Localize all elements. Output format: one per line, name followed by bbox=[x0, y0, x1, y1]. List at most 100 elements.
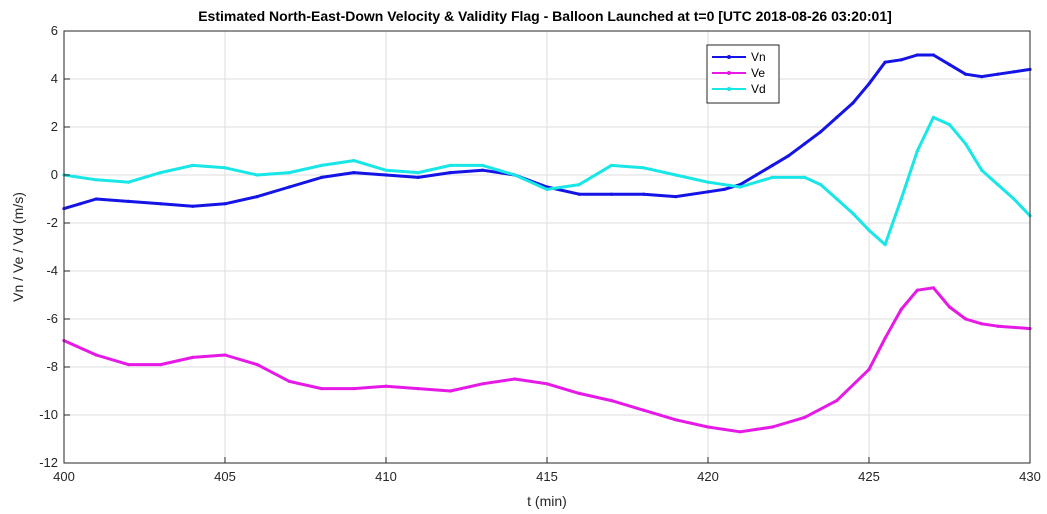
data-point-ve bbox=[867, 367, 871, 371]
data-point-vd bbox=[609, 163, 614, 167]
data-point-vd bbox=[915, 149, 919, 153]
data-point-vn bbox=[481, 168, 485, 172]
data-point-ve bbox=[94, 353, 98, 357]
data-point-vn bbox=[255, 195, 259, 199]
data-point-ve bbox=[980, 322, 984, 326]
y-axis-label: Vn / Ve / Vd (m/s) bbox=[10, 192, 26, 302]
data-point-vn bbox=[980, 75, 984, 79]
data-point-ve bbox=[642, 408, 646, 412]
data-point-ve bbox=[883, 336, 887, 340]
data-point-vn bbox=[287, 185, 291, 189]
data-point-vd bbox=[980, 168, 984, 172]
data-point-ve bbox=[352, 387, 356, 391]
data-point-vd bbox=[191, 163, 195, 167]
x-tick-label: 425 bbox=[858, 469, 880, 484]
data-point-vd bbox=[448, 163, 452, 167]
y-tick-label: 4 bbox=[51, 71, 58, 86]
data-point-vn bbox=[352, 171, 356, 175]
data-point-ve bbox=[996, 324, 1000, 328]
x-tick-label: 405 bbox=[214, 469, 236, 484]
data-point-vd bbox=[126, 180, 130, 184]
data-point-ve bbox=[384, 384, 388, 388]
data-point-vd bbox=[770, 175, 775, 179]
data-point-vn bbox=[883, 60, 887, 64]
data-point-ve bbox=[835, 399, 839, 403]
data-point-ve bbox=[255, 363, 259, 367]
x-tick-label: 420 bbox=[697, 469, 719, 484]
y-tick-label: 0 bbox=[51, 167, 58, 182]
data-point-vn bbox=[931, 53, 936, 57]
data-point-vd bbox=[931, 115, 936, 119]
data-point-vn bbox=[674, 195, 678, 199]
data-point-vn bbox=[803, 142, 807, 146]
data-point-ve bbox=[915, 288, 919, 292]
data-point-vd bbox=[738, 185, 742, 189]
data-point-vn bbox=[835, 115, 839, 119]
data-point-vd bbox=[1012, 197, 1016, 201]
data-point-vd bbox=[384, 168, 388, 172]
data-point-vn bbox=[1012, 70, 1016, 74]
y-tick-label: -8 bbox=[46, 359, 58, 374]
data-point-vn bbox=[947, 63, 952, 67]
data-point-vd bbox=[352, 159, 356, 163]
data-point-ve bbox=[803, 415, 807, 419]
y-tick-label: 6 bbox=[51, 23, 58, 38]
data-point-vd bbox=[867, 228, 871, 232]
series-line-vd bbox=[62, 115, 1032, 247]
data-point-ve bbox=[126, 363, 130, 367]
x-axis-label: t (min) bbox=[527, 493, 567, 509]
data-point-vn bbox=[94, 197, 98, 201]
data-point-ve bbox=[754, 427, 758, 431]
data-point-vn bbox=[126, 199, 130, 203]
data-point-ve bbox=[545, 382, 549, 386]
data-point-vd bbox=[819, 183, 823, 187]
data-point-vd bbox=[416, 171, 420, 175]
y-tick-label: -12 bbox=[39, 455, 58, 470]
data-point-vn bbox=[996, 72, 1000, 76]
data-point-vd bbox=[947, 123, 952, 127]
data-point-ve bbox=[287, 379, 291, 383]
chart-title: Estimated North-East-Down Velocity & Val… bbox=[198, 8, 892, 24]
legend-label-vn: Vn bbox=[751, 50, 766, 64]
y-tick-label: -4 bbox=[46, 263, 58, 278]
data-point-ve bbox=[609, 399, 614, 403]
data-point-vd bbox=[255, 173, 259, 177]
data-point-vn bbox=[786, 154, 791, 158]
data-point-vd bbox=[513, 173, 517, 177]
legend-marker-vn bbox=[727, 55, 731, 59]
y-ticks: 6 4 2 0 -2 -4 -6 -8 -10 -12 bbox=[39, 23, 70, 470]
data-point-ve bbox=[513, 377, 517, 381]
data-point-vn bbox=[642, 192, 646, 196]
data-point-vd bbox=[94, 178, 98, 182]
data-point-vn bbox=[577, 192, 581, 196]
data-point-ve bbox=[899, 307, 903, 311]
data-point-vd bbox=[223, 166, 227, 170]
series-layer bbox=[62, 53, 1032, 434]
data-point-vd bbox=[883, 243, 887, 247]
y-tick-label: -2 bbox=[46, 215, 58, 230]
data-point-ve bbox=[320, 387, 324, 391]
x-tick-label: 430 bbox=[1019, 469, 1041, 484]
data-point-vd bbox=[481, 163, 485, 167]
data-point-ve bbox=[416, 387, 420, 391]
data-point-vn bbox=[964, 72, 968, 76]
data-point-vn bbox=[191, 204, 195, 208]
data-point-vd bbox=[964, 142, 968, 146]
legend: Vn Ve Vd bbox=[706, 44, 780, 104]
data-point-vd bbox=[996, 183, 1000, 187]
data-point-vn bbox=[819, 130, 823, 134]
legend-label-ve: Ve bbox=[751, 66, 765, 80]
data-point-vd bbox=[706, 180, 710, 184]
x-tick-label: 415 bbox=[536, 469, 558, 484]
data-point-vn bbox=[915, 53, 919, 57]
data-point-ve bbox=[964, 317, 968, 321]
data-point-vd bbox=[545, 187, 549, 191]
data-point-vn bbox=[609, 192, 614, 196]
data-point-vn bbox=[320, 175, 324, 179]
x-tick-label: 410 bbox=[375, 469, 397, 484]
data-point-vd bbox=[851, 211, 855, 215]
data-point-vd bbox=[287, 171, 291, 175]
data-point-ve bbox=[738, 430, 742, 434]
data-point-vn bbox=[223, 202, 227, 206]
